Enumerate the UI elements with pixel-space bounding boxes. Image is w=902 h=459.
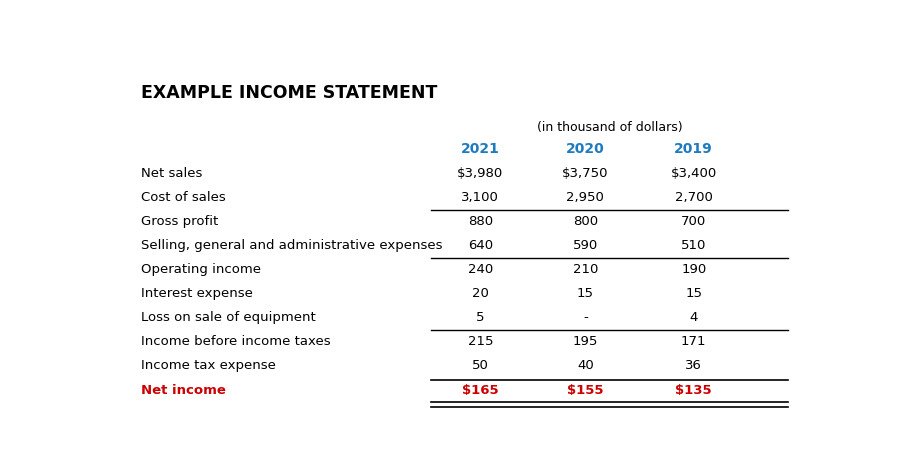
Text: $3,980: $3,980 <box>456 167 502 179</box>
Text: Operating income: Operating income <box>141 263 261 275</box>
Text: (in thousand of dollars): (in thousand of dollars) <box>537 120 682 134</box>
Text: 20: 20 <box>472 286 488 300</box>
Text: Loss on sale of equipment: Loss on sale of equipment <box>141 311 316 324</box>
Text: 2,700: 2,700 <box>674 190 712 203</box>
Text: 700: 700 <box>680 214 705 228</box>
Text: 3,100: 3,100 <box>461 190 499 203</box>
Text: 2021: 2021 <box>460 142 499 156</box>
Text: 240: 240 <box>467 263 492 275</box>
Text: Cost of sales: Cost of sales <box>141 190 226 203</box>
Text: $3,750: $3,750 <box>561 167 608 179</box>
Text: 15: 15 <box>685 286 702 300</box>
Text: 50: 50 <box>472 358 488 372</box>
Text: 2020: 2020 <box>566 142 604 156</box>
Text: 40: 40 <box>576 358 593 372</box>
Text: 15: 15 <box>576 286 594 300</box>
Text: 800: 800 <box>572 214 597 228</box>
Text: 210: 210 <box>572 263 597 275</box>
Text: 880: 880 <box>467 214 492 228</box>
Text: Net income: Net income <box>141 383 226 396</box>
Text: 590: 590 <box>572 239 597 252</box>
Text: Gross profit: Gross profit <box>141 214 218 228</box>
Text: -: - <box>582 311 587 324</box>
Text: Interest expense: Interest expense <box>141 286 253 300</box>
Text: 2,950: 2,950 <box>566 190 603 203</box>
Text: 4: 4 <box>689 311 697 324</box>
Text: 215: 215 <box>467 335 492 347</box>
Text: 171: 171 <box>680 335 705 347</box>
Text: 190: 190 <box>680 263 705 275</box>
Text: Income before income taxes: Income before income taxes <box>141 335 330 347</box>
Text: $3,400: $3,400 <box>670 167 716 179</box>
Text: 195: 195 <box>572 335 597 347</box>
Text: 5: 5 <box>475 311 484 324</box>
Text: Net sales: Net sales <box>141 167 202 179</box>
Text: 2019: 2019 <box>674 142 713 156</box>
Text: $165: $165 <box>462 383 498 396</box>
Text: 510: 510 <box>680 239 705 252</box>
Text: 36: 36 <box>685 358 702 372</box>
Text: EXAMPLE INCOME STATEMENT: EXAMPLE INCOME STATEMENT <box>141 84 437 101</box>
Text: $135: $135 <box>675 383 712 396</box>
Text: Selling, general and administrative expenses: Selling, general and administrative expe… <box>141 239 442 252</box>
Text: Income tax expense: Income tax expense <box>141 358 275 372</box>
Text: $155: $155 <box>566 383 603 396</box>
Text: 640: 640 <box>467 239 492 252</box>
